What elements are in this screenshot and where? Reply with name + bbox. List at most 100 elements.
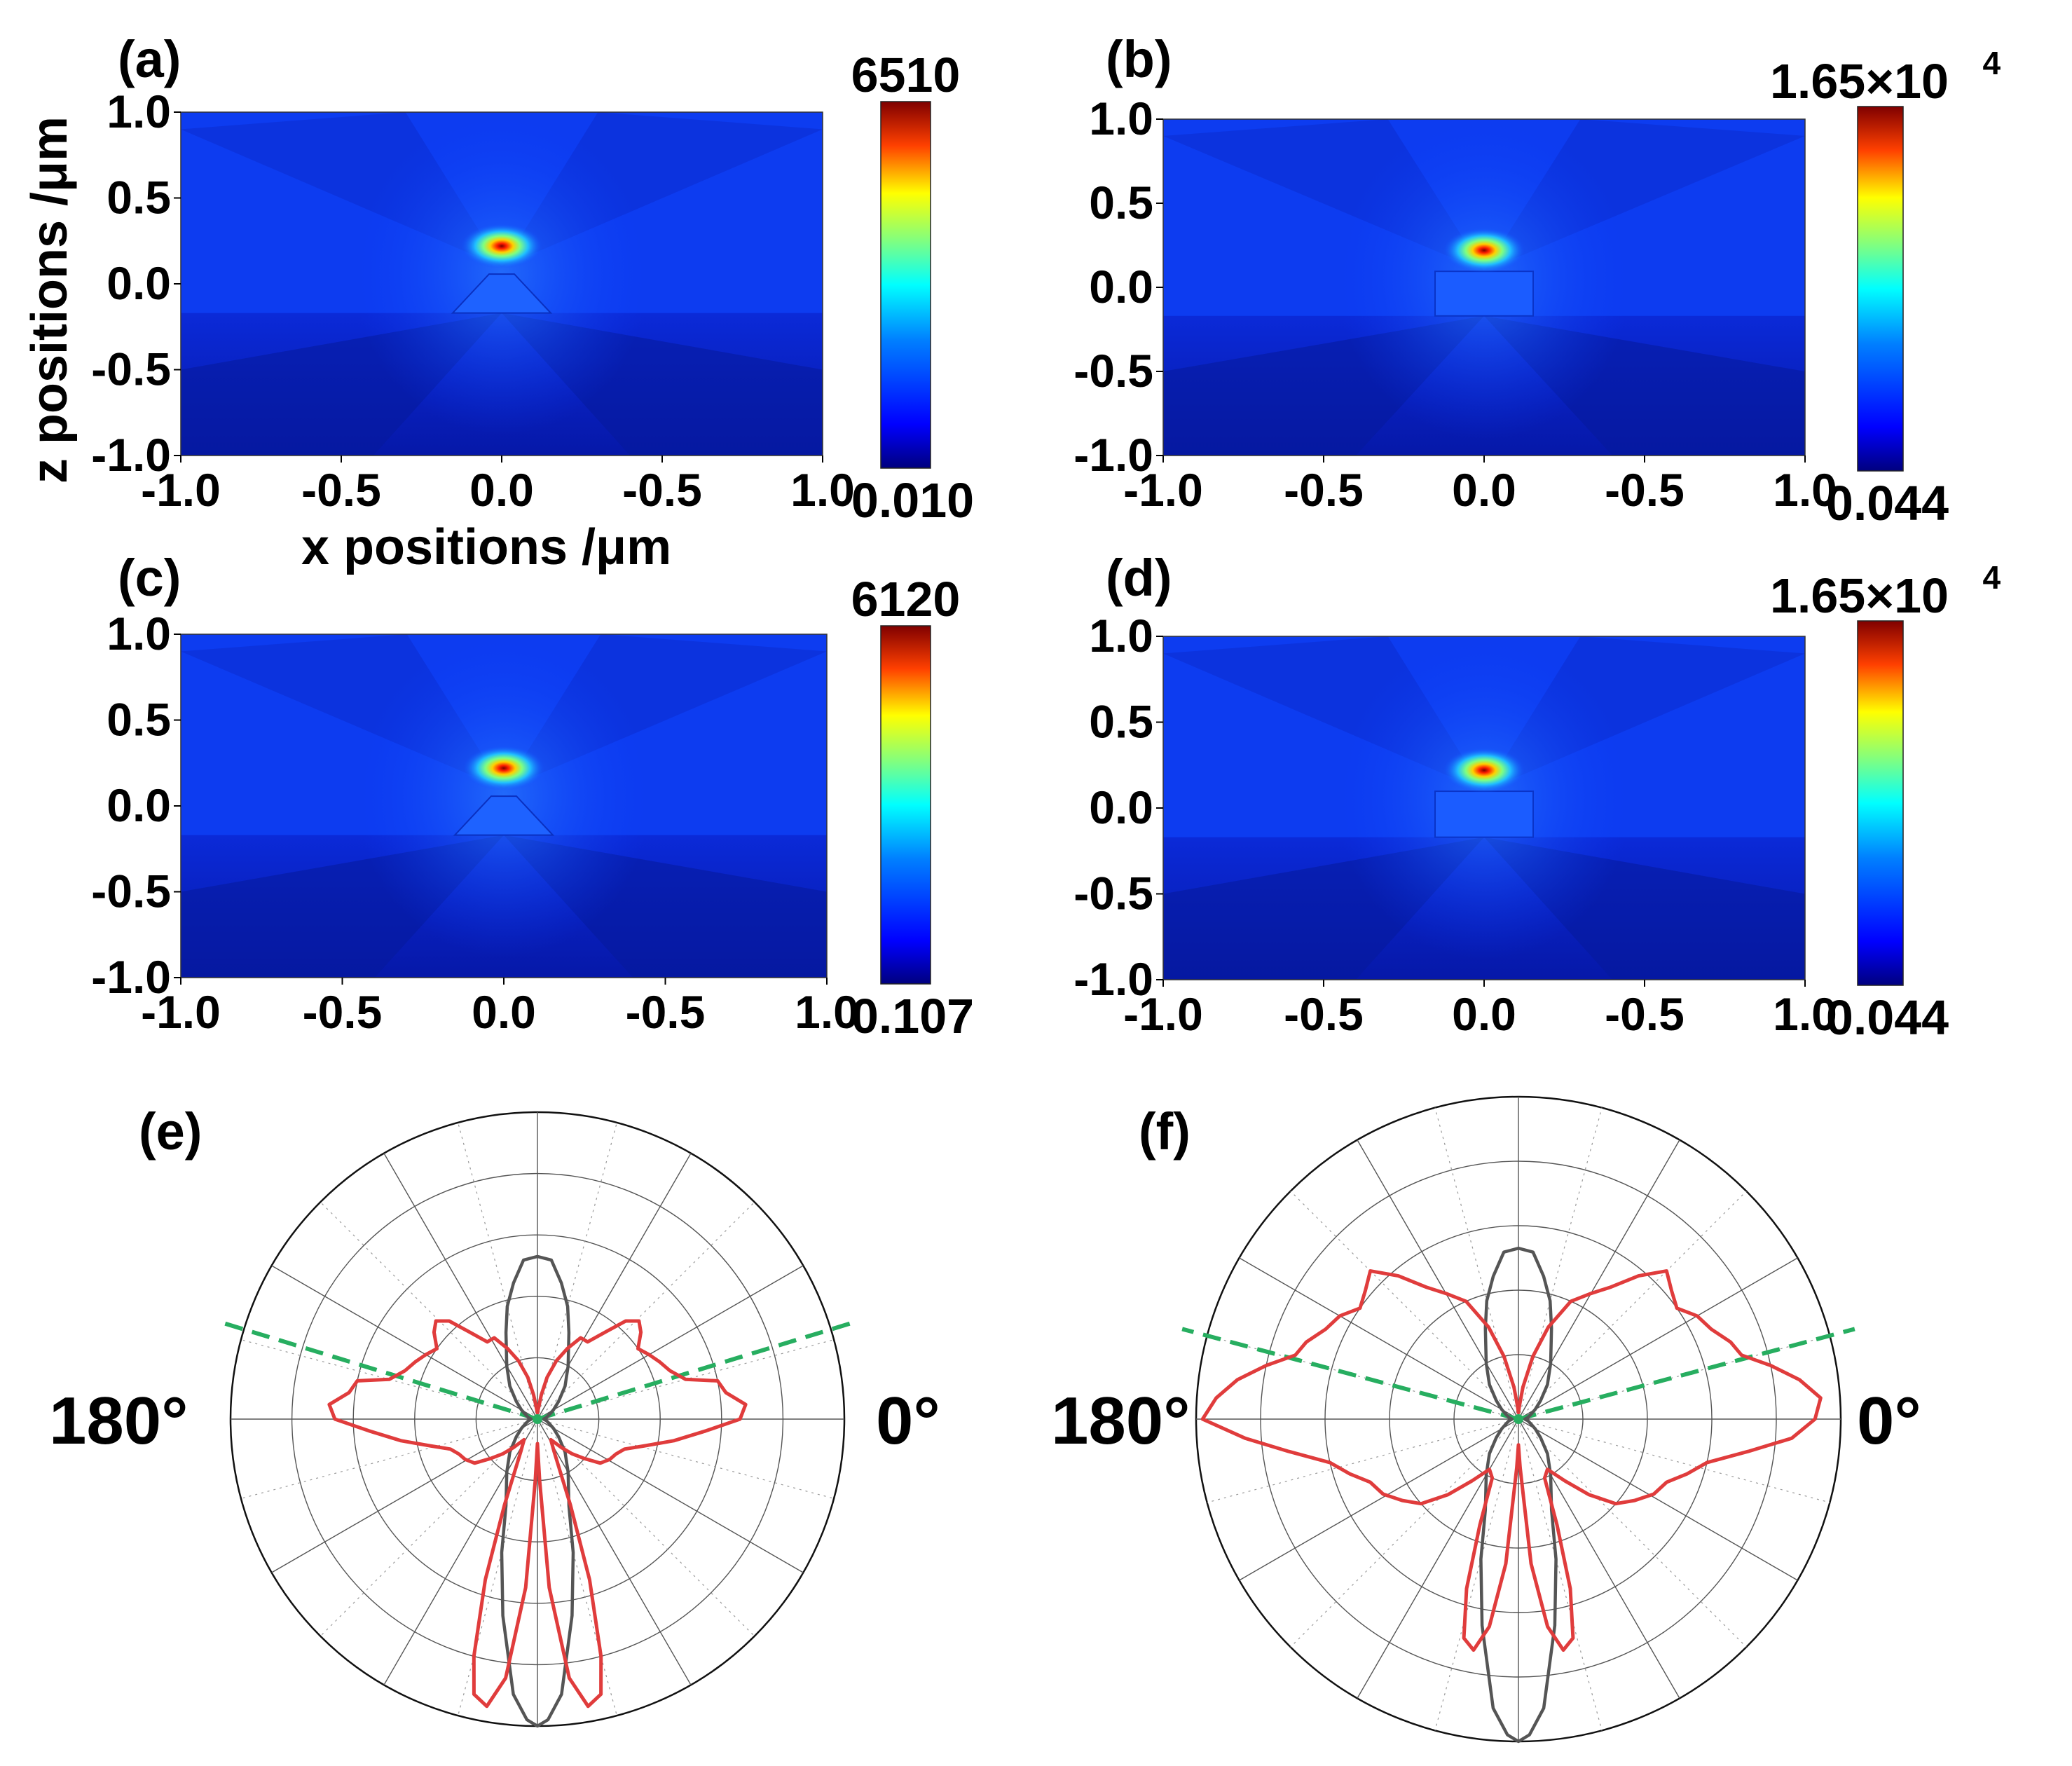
polar-spoke — [1518, 1418, 1798, 1581]
y-tick-label: -1.0 — [1073, 953, 1153, 1005]
panel-d: (d)1.00.50.0-0.5-1.0-1.0 -0.5 0.0 -0.5 1.01.… — [1073, 549, 2001, 1045]
y-tick-label: 1.0 — [107, 608, 171, 659]
y-tick-label: -0.5 — [1073, 868, 1153, 919]
panel-a: (a)1.00.50.0-0.5-1.0-1.0 -0.5 0.0 -0.5 1.065… — [91, 30, 974, 528]
heatmap-field — [181, 634, 827, 978]
polar-spoke — [1518, 1139, 1680, 1420]
hotspot — [1443, 748, 1525, 793]
y-tick-label: 1.0 — [1089, 93, 1153, 144]
polar-spoke-minor — [240, 1418, 538, 1499]
colorbar-max-exponent: 4 — [1983, 45, 2001, 81]
hotspot — [461, 224, 542, 269]
trapezoid-structure — [453, 795, 555, 836]
colorbar-max-exponent: 4 — [1983, 559, 2001, 596]
panel-b: (b)1.00.50.0-0.5-1.0-1.0 -0.5 0.0 -0.5 1.01.… — [1073, 30, 2001, 531]
colorbar-min-label: 0.107 — [851, 989, 974, 1043]
rectangle-structure — [1434, 790, 1534, 838]
colorbar — [880, 101, 931, 469]
x-tick-label: 0.0 — [472, 986, 536, 1038]
y-tick-label: 1.0 — [1089, 610, 1153, 662]
colorbar-min-label: 0.010 — [851, 473, 974, 528]
panel-label: (e) — [139, 1102, 202, 1161]
emission-pattern-curve — [1200, 1269, 1823, 1652]
colorbar — [1857, 620, 1904, 986]
panel-label: (c) — [118, 549, 181, 607]
angle-label-0: 0° — [1857, 1383, 1921, 1458]
polar-spoke — [1239, 1257, 1519, 1420]
heatmap-field — [1163, 119, 1805, 456]
colorbar — [1857, 106, 1904, 472]
polar-spoke — [537, 1265, 804, 1420]
y-tick-label: -1.0 — [91, 429, 171, 481]
x-tick-label: 0.0 — [469, 464, 534, 516]
angle-label-0: 0° — [876, 1383, 940, 1458]
y-tick-label: -0.5 — [91, 343, 171, 395]
polar-spoke-minor — [320, 1201, 538, 1420]
y-tick-label: 1.0 — [107, 85, 171, 137]
polar-spoke-minor — [1290, 1191, 1519, 1420]
y-tick-label: -1.0 — [91, 951, 171, 1003]
polar-spoke — [537, 1418, 692, 1685]
heatmap-field — [181, 112, 823, 456]
polar-spoke-minor — [537, 1418, 835, 1499]
y-tick-label: 0.5 — [107, 694, 171, 746]
polar-spoke-minor — [537, 1418, 617, 1716]
x-tick-label: -0.5 — [301, 464, 381, 516]
trapezoid-structure — [451, 273, 553, 314]
polar-spoke-minor — [458, 1418, 538, 1716]
emission-pattern-curve — [327, 1319, 748, 1709]
y-tick-label: 0.0 — [1089, 261, 1153, 313]
polar-spoke — [383, 1418, 538, 1685]
polar-spoke — [537, 1153, 692, 1420]
x-tick-label: -0.5 — [626, 986, 706, 1038]
polar-spoke — [383, 1153, 538, 1420]
polar-origin — [1514, 1414, 1523, 1424]
critical-angle-line — [1518, 1327, 1855, 1421]
x-axis-title: x positions /μm — [301, 519, 671, 575]
colorbar-max-label: 6510 — [851, 48, 961, 102]
polar-spoke-minor — [1434, 1418, 1519, 1731]
polar-spoke-minor — [1518, 1191, 1747, 1420]
colorbar-min-label: 0.044 — [1826, 990, 1949, 1045]
colorbar-min-label: 0.044 — [1826, 476, 1949, 531]
panel-label: (b) — [1106, 30, 1172, 88]
x-tick-label: 0.0 — [1452, 464, 1516, 516]
y-tick-label: -1.0 — [1073, 429, 1153, 481]
y-tick-label: 0.0 — [107, 779, 171, 831]
x-tick-label: -1.0 — [141, 986, 221, 1038]
panel-label: (d) — [1106, 549, 1172, 607]
panel-e: (e) 180° 0° — [49, 1102, 940, 1728]
polar-spoke — [1518, 1257, 1798, 1420]
y-axis-title: z positions /μm — [22, 116, 78, 484]
y-tick-label: 0.5 — [1089, 696, 1153, 748]
y-tick-label: 0.5 — [107, 172, 171, 224]
x-tick-label: -0.5 — [303, 986, 383, 1038]
polar-spoke-minor — [1207, 1418, 1519, 1503]
x-tick-label: -0.5 — [1284, 988, 1364, 1040]
panel-label: (f) — [1139, 1102, 1191, 1161]
rectangle-structure — [1434, 271, 1534, 317]
x-tick-label: 0.0 — [1452, 988, 1516, 1040]
panel-f: (f) 180° 0° — [1051, 1095, 1921, 1744]
polar-spoke — [537, 1418, 804, 1573]
x-tick-label: -0.5 — [1284, 464, 1364, 516]
polar-spoke — [1518, 1418, 1680, 1699]
polar-spoke — [1357, 1418, 1519, 1699]
polar-spoke-minor — [1518, 1335, 1830, 1420]
heatmap-field — [1163, 636, 1805, 980]
hotspot — [463, 746, 544, 791]
polar-spoke-minor — [1518, 1418, 1603, 1731]
polar-spoke-minor — [1434, 1107, 1519, 1420]
critical-angle-line — [1181, 1327, 1519, 1421]
polar-spoke-minor — [537, 1339, 835, 1420]
polar-spoke — [271, 1265, 538, 1420]
y-tick-label: -0.5 — [1073, 345, 1153, 397]
y-tick-label: 0.5 — [1089, 177, 1153, 228]
reference-pattern-curve — [500, 1254, 575, 1728]
x-tick-label: 1.0 — [1773, 464, 1837, 516]
polar-spoke — [1239, 1418, 1519, 1581]
polar-spoke-minor — [1518, 1418, 1830, 1503]
x-tick-label: 1.0 — [795, 986, 859, 1038]
colorbar-max-label: 6120 — [851, 572, 961, 627]
x-tick-label: 1.0 — [790, 464, 855, 516]
